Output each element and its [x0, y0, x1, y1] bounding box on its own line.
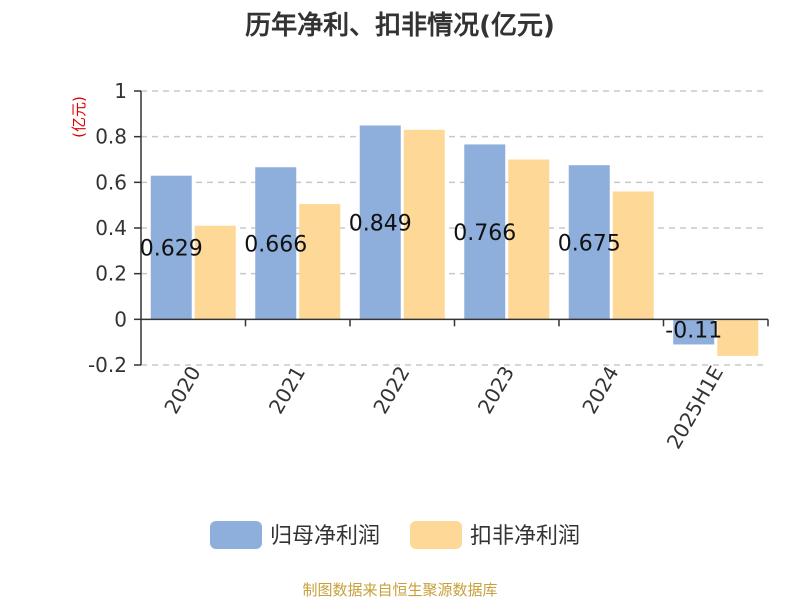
data-label: -0.11: [665, 318, 722, 343]
gridlines: [141, 90, 768, 366]
y-tick-label: 0.4: [95, 216, 127, 240]
y-unit-label: (亿元): [70, 96, 88, 138]
x-tick-labels: 2020 2021 2022 2023 2024 2025H1E: [159, 362, 728, 453]
bar-series-2-2023: [508, 159, 550, 320]
legend-swatch-series-2: [410, 521, 462, 549]
y-tick-label: 0.2: [95, 262, 127, 286]
legend-label-series-1: 归母净利润: [270, 524, 380, 549]
source-note: 制图数据来自恒生聚源数据库: [302, 581, 497, 599]
bar-series-2-2020: [194, 225, 236, 320]
x-tick-label: 2023: [473, 362, 519, 418]
legend[interactable]: 归母净利润 扣非净利润: [210, 521, 580, 549]
legend-item-series-1[interactable]: 归母净利润: [210, 521, 380, 549]
bar-series-1-2021: [255, 167, 297, 320]
legend-label-series-2: 扣非净利润: [470, 524, 580, 549]
axes: [134, 90, 769, 366]
x-tick-label: 2025H1E: [662, 362, 728, 453]
bar-series-1-2020: [150, 175, 192, 320]
data-labels: 0.629 0.666 0.849 0.766 0.675 -0.11: [140, 211, 722, 343]
y-tick-label: -0.2: [88, 353, 127, 377]
legend-swatch-series-1: [210, 521, 262, 549]
bar-series-2-2022: [403, 129, 445, 320]
x-tick-label: 2022: [368, 362, 414, 418]
x-tick-label: 2024: [577, 362, 623, 418]
bar-series-1-2025H1E: [673, 319, 715, 345]
bar-series-2-2021: [299, 204, 341, 320]
y-tick-label: 0: [114, 307, 127, 331]
data-label: 0.849: [349, 211, 412, 236]
data-label: 0.766: [453, 221, 516, 246]
bar-series-1-2024: [568, 165, 610, 320]
data-label: 0.675: [558, 231, 621, 256]
y-tick-label: 1: [114, 79, 127, 103]
data-label: 0.666: [244, 232, 307, 257]
bar-series-1-2022: [359, 125, 401, 320]
y-tick-label: 0.8: [95, 125, 127, 149]
y-tick-label: 0.6: [95, 170, 127, 194]
x-tick-label: 2021: [264, 362, 310, 418]
y-tick-labels: -0.2 0 0.2 0.4 0.6 0.8 1: [88, 79, 127, 377]
x-tick-label: 2020: [159, 362, 205, 418]
legend-item-series-2[interactable]: 扣非净利润: [410, 521, 580, 549]
chart-title: 历年净利、扣非情况(亿元): [245, 10, 555, 41]
bar-series-2-2025H1E: [717, 319, 759, 356]
bar-series-2-2024: [612, 191, 654, 320]
data-label: 0.629: [140, 237, 203, 262]
bar-series-1-2023: [464, 144, 506, 320]
bars: [150, 125, 759, 356]
